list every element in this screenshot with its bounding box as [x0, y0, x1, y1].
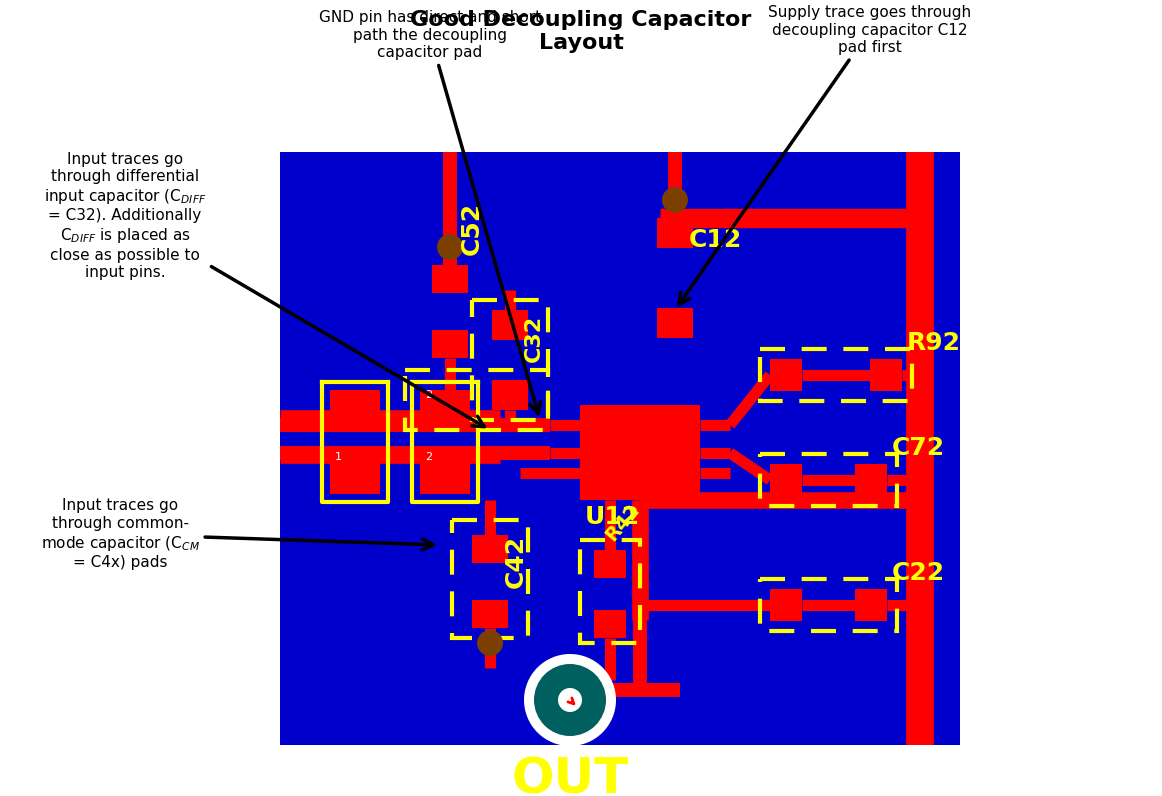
Text: VS: VS: [640, 425, 654, 435]
Circle shape: [524, 654, 616, 746]
Text: Input traces go
through common-
mode capacitor (C$_{CM}$
= C4x) pads: Input traces go through common- mode cap…: [41, 498, 433, 570]
Bar: [580, 405, 700, 500]
Text: Supply trace goes through
decoupling capacitor C12
pad first: Supply trace goes through decoupling cap…: [679, 6, 971, 305]
Bar: [432, 265, 468, 293]
Text: GND: GND: [634, 445, 659, 455]
Text: R42: R42: [602, 501, 644, 545]
Text: GND pin has direct and short
path the decoupling
capacitor pad: GND pin has direct and short path the de…: [318, 10, 541, 414]
Bar: [330, 452, 380, 494]
Circle shape: [535, 664, 607, 736]
Text: C12: C12: [689, 228, 743, 252]
Bar: [472, 600, 508, 628]
Text: OUT: OUT: [511, 755, 629, 796]
Text: REF: REF: [634, 465, 655, 475]
Bar: [580, 540, 640, 643]
Bar: [280, 152, 960, 745]
Text: 2: 2: [425, 452, 432, 462]
Text: 2: 2: [425, 390, 432, 400]
Bar: [330, 390, 380, 432]
Bar: [419, 452, 469, 494]
Bar: [770, 464, 802, 496]
Circle shape: [662, 187, 688, 213]
Text: Input traces go
through differential
input capacitor (C$_{DIFF}$
= C32). Additio: Input traces go through differential inp…: [44, 152, 485, 427]
Text: C52: C52: [460, 202, 485, 255]
Bar: [452, 520, 528, 638]
Circle shape: [476, 630, 503, 656]
Bar: [432, 330, 468, 358]
Bar: [406, 370, 548, 430]
Bar: [855, 589, 887, 621]
Bar: [472, 300, 548, 420]
Bar: [594, 550, 626, 578]
Bar: [770, 589, 802, 621]
Bar: [472, 535, 508, 563]
Bar: [855, 464, 887, 496]
Text: 1: 1: [335, 452, 342, 462]
Text: C32: C32: [524, 315, 544, 362]
Text: C42: C42: [504, 535, 528, 588]
Bar: [492, 380, 528, 410]
Circle shape: [558, 688, 582, 712]
Bar: [657, 308, 693, 338]
Text: IN+: IN+: [584, 425, 604, 435]
Circle shape: [437, 234, 462, 260]
Text: C72: C72: [892, 436, 945, 460]
Bar: [594, 610, 626, 638]
Bar: [760, 454, 897, 506]
Bar: [657, 218, 693, 248]
Text: IN-: IN-: [584, 445, 601, 455]
Text: Good Decoupling Capacitor
Layout: Good Decoupling Capacitor Layout: [410, 10, 752, 53]
Bar: [760, 349, 912, 401]
Text: U12: U12: [584, 505, 640, 529]
Text: R92: R92: [908, 331, 961, 355]
Bar: [770, 359, 802, 391]
Bar: [492, 310, 528, 340]
Text: C22: C22: [892, 561, 945, 585]
Bar: [419, 390, 469, 432]
Text: OUT: OUT: [584, 465, 608, 475]
Bar: [870, 359, 902, 391]
Bar: [760, 579, 897, 631]
